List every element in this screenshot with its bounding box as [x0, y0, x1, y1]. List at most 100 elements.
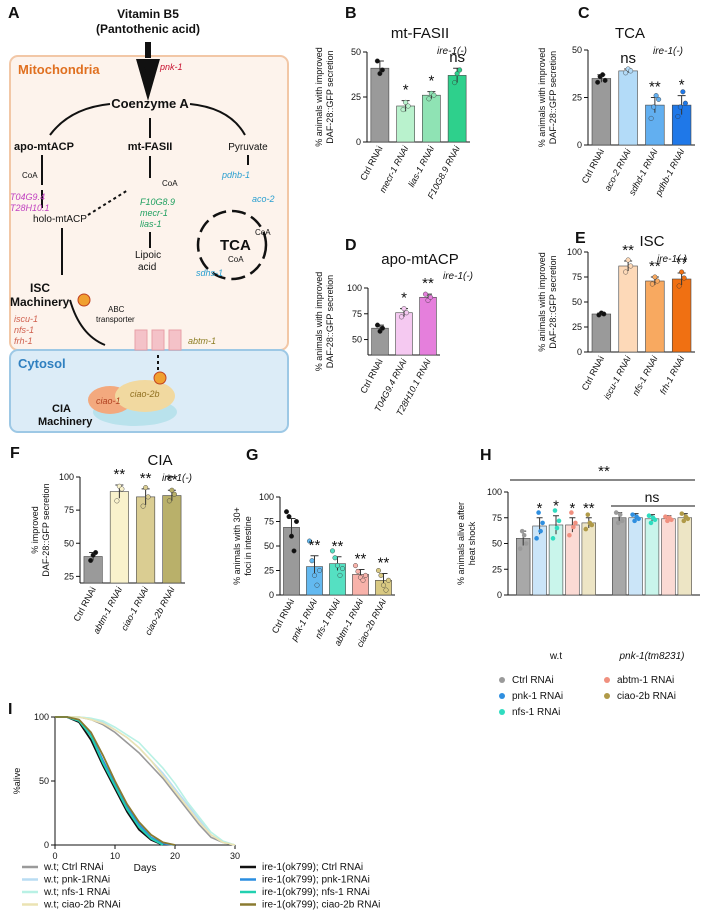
bar — [618, 70, 638, 146]
diagram-label: T04G9.4 — [10, 192, 45, 202]
data-point — [332, 555, 338, 561]
y-tick-label: 100 — [347, 283, 362, 293]
chart-title: CIA — [147, 452, 172, 469]
data-point — [595, 79, 601, 85]
data-point — [330, 548, 336, 554]
y-tick-label: 0 — [577, 347, 582, 357]
chart-subtitle: ire-1(-) — [653, 46, 683, 57]
data-point — [454, 71, 460, 77]
data-point — [517, 546, 523, 551]
legend-label: nfs-1 RNAi — [512, 707, 560, 718]
y-axis-label: foci in intestine — [243, 516, 253, 576]
data-point — [628, 263, 634, 269]
data-point — [538, 528, 543, 534]
bar — [109, 491, 129, 584]
data-point — [654, 278, 660, 284]
data-point — [376, 568, 382, 574]
data-point — [314, 582, 320, 588]
data-point — [457, 67, 463, 73]
data-point — [169, 487, 175, 493]
significance: ** — [378, 554, 390, 571]
y-tick-label: 0 — [269, 590, 274, 600]
diagram-label: ABC — [108, 305, 125, 314]
diagram-label: CoA — [255, 228, 271, 237]
bar — [618, 265, 638, 353]
y-axis-label: % animals with improved — [314, 47, 324, 147]
data-point — [681, 518, 687, 524]
y-tick-label: 25 — [492, 564, 502, 574]
data-point — [663, 514, 668, 520]
y-tick-label: 100 — [59, 472, 74, 482]
x-tick-label: 10 — [110, 851, 120, 861]
data-point — [676, 283, 682, 289]
data-point — [337, 572, 343, 578]
fe-s-cluster — [77, 293, 91, 307]
diagram-label: ciao-2b — [130, 389, 160, 399]
diagram-label: pdhb-1 — [221, 170, 250, 180]
y-tick-label: 75 — [492, 513, 502, 523]
significance: ** — [422, 275, 434, 292]
data-point — [377, 71, 383, 77]
data-point — [378, 572, 384, 578]
data-point — [679, 269, 685, 275]
y-tick-label: 100 — [487, 487, 502, 497]
legend-marker — [604, 677, 610, 683]
y-tick-label: 0 — [44, 840, 49, 850]
bar — [548, 524, 564, 596]
diagram-label: (Pantothenic acid) — [96, 22, 200, 36]
x-tick-label: Ctrl RNAi — [358, 144, 384, 182]
y-tick-label: 50 — [64, 538, 74, 548]
diagram-label: mecr-1 — [140, 208, 168, 218]
y-tick-label: 0 — [356, 137, 361, 147]
survival-line — [55, 716, 236, 846]
diagram-label: Mitochondria — [18, 62, 100, 77]
legend-label: ciao-2b RNAi — [617, 691, 676, 702]
significance: * — [403, 82, 409, 99]
data-point — [632, 518, 637, 524]
y-tick-label: 25 — [351, 92, 361, 102]
legend-marker — [499, 709, 505, 715]
significance: ns — [620, 50, 636, 67]
y-tick-label: 100 — [34, 712, 49, 722]
x-tick-label: 20 — [170, 851, 180, 861]
data-point — [601, 311, 607, 317]
fe-s-cluster — [153, 371, 167, 385]
data-point — [286, 514, 292, 520]
significance: ** — [649, 258, 661, 275]
bar — [612, 517, 627, 596]
data-point — [145, 494, 151, 500]
arrows — [41, 103, 249, 346]
diagram-label: mt-FASII — [128, 141, 173, 153]
legend-label: abtm-1 RNAi — [617, 675, 674, 686]
bar — [162, 495, 182, 584]
data-point — [401, 306, 407, 312]
diagram-label: TCA — [220, 237, 251, 254]
chart-subtitle: ire-1(-) — [657, 254, 687, 265]
diagram-label: acid — [138, 262, 156, 273]
data-point — [405, 103, 411, 109]
y-tick-label: 100 — [567, 247, 582, 257]
significance: ** — [114, 466, 126, 483]
significance: ** — [583, 500, 595, 517]
x-tick-label: Ctrl RNAi — [580, 354, 606, 392]
group-label: w.t — [549, 651, 562, 662]
data-point — [677, 104, 683, 110]
significance: ** — [622, 242, 634, 259]
data-point — [340, 566, 346, 572]
y-axis-label: heat shock — [467, 521, 477, 565]
panel-letter: B — [345, 5, 357, 22]
significance: ** — [309, 537, 321, 554]
diagram-label: Vitamin B5 — [117, 7, 179, 21]
diagram-label: Lipoic — [135, 250, 161, 261]
diagram-label: CIA — [52, 403, 71, 415]
data-point — [404, 310, 410, 316]
x-tick-label: Ctrl RNAi — [580, 147, 606, 185]
data-point — [569, 510, 574, 515]
chart-title: TCA — [615, 25, 645, 42]
dashed-arrow — [87, 189, 129, 216]
panel-letter: G — [246, 447, 258, 464]
data-point — [312, 572, 318, 578]
legend-label: ire-1(ok799); pnk-1RNAi — [262, 875, 370, 886]
data-point — [617, 512, 623, 517]
data-point — [540, 520, 545, 526]
